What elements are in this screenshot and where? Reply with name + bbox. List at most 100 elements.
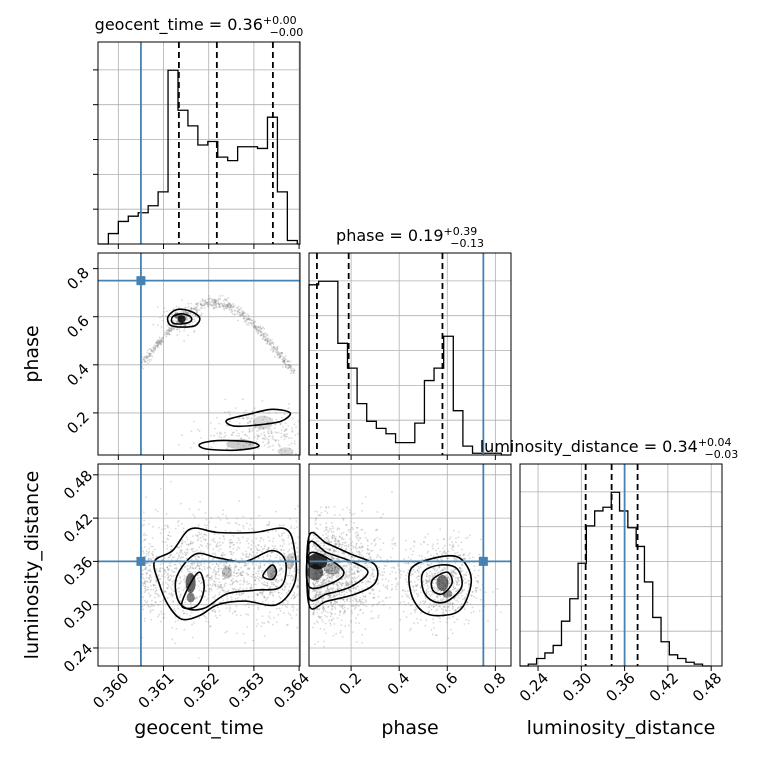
sample-point xyxy=(358,550,360,553)
sample-point xyxy=(232,305,235,308)
sample-point xyxy=(282,602,285,605)
sample-point xyxy=(189,313,192,316)
sample-point xyxy=(275,585,278,588)
sample-point xyxy=(379,574,382,576)
sample-point xyxy=(230,538,232,541)
sample-point xyxy=(257,329,260,332)
sample-point xyxy=(173,327,176,330)
sample-point xyxy=(325,632,327,634)
sample-point xyxy=(328,541,330,543)
sample-point xyxy=(283,438,286,441)
sample-point xyxy=(161,583,164,586)
sample-point xyxy=(214,576,217,578)
sample-point xyxy=(198,556,201,559)
sample-point xyxy=(250,587,253,589)
sample-point xyxy=(143,604,146,606)
sample-point xyxy=(270,575,272,578)
sample-point xyxy=(291,430,294,433)
sample-point xyxy=(362,595,365,598)
sample-point xyxy=(355,526,358,529)
sample-point xyxy=(163,557,166,559)
sample-point xyxy=(178,555,181,558)
sample-point xyxy=(233,587,236,590)
sample-point xyxy=(253,407,256,410)
sample-point xyxy=(372,617,375,620)
sample-point xyxy=(280,449,283,452)
sample-point xyxy=(288,559,290,561)
histogram-phase xyxy=(308,280,511,456)
sample-point xyxy=(187,568,189,570)
sample-point xyxy=(198,308,201,311)
sample-point xyxy=(145,550,148,553)
sample-point xyxy=(292,417,294,420)
sample-point xyxy=(312,602,315,605)
sample-point xyxy=(433,627,435,629)
sample-point xyxy=(214,584,217,587)
sample-point xyxy=(256,434,259,436)
sample-point xyxy=(368,552,371,554)
sample-point xyxy=(279,357,282,359)
sample-point xyxy=(162,319,165,322)
sample-point xyxy=(193,622,195,624)
sample-point xyxy=(413,622,416,625)
sample-point xyxy=(252,541,255,544)
sample-point xyxy=(207,547,209,549)
sample-point xyxy=(224,299,227,301)
sample-point xyxy=(206,574,209,576)
sample-point xyxy=(247,567,250,569)
sample-point xyxy=(264,596,266,599)
sample-point xyxy=(237,568,240,571)
sample-point xyxy=(233,313,236,316)
sample-point xyxy=(141,573,144,576)
sample-point xyxy=(203,562,206,565)
sample-point xyxy=(230,311,233,313)
sample-point xyxy=(279,573,282,576)
sample-point xyxy=(259,591,262,594)
sample-point xyxy=(194,534,197,536)
sample-point xyxy=(229,420,232,423)
sample-point xyxy=(342,607,344,610)
sample-point xyxy=(325,539,328,542)
sample-point xyxy=(250,584,253,586)
sample-point xyxy=(270,575,273,577)
sample-point xyxy=(372,576,374,578)
sample-point xyxy=(254,579,256,582)
sample-point xyxy=(245,550,247,553)
sample-point xyxy=(191,548,193,551)
sample-point xyxy=(325,528,327,531)
sample-point xyxy=(293,570,295,573)
sample-point xyxy=(280,352,283,355)
sample-point xyxy=(437,547,440,550)
sample-point xyxy=(264,434,267,437)
sample-point xyxy=(318,593,321,596)
sample-point xyxy=(197,585,200,588)
sample-point xyxy=(283,435,286,438)
sample-point xyxy=(145,534,148,537)
sample-point xyxy=(166,324,169,327)
sample-point xyxy=(232,551,235,554)
sample-point xyxy=(181,434,183,436)
sample-point xyxy=(267,547,270,549)
sample-point xyxy=(250,548,253,551)
sample-point xyxy=(183,324,186,326)
sample-point xyxy=(286,600,289,603)
sample-point xyxy=(207,303,210,306)
sample-point xyxy=(267,337,270,340)
sample-point xyxy=(147,554,150,556)
sample-point xyxy=(250,603,253,606)
sample-point xyxy=(216,542,219,544)
sample-point xyxy=(256,438,259,440)
sample-point xyxy=(452,545,455,548)
sample-point xyxy=(197,309,199,312)
sample-point xyxy=(436,542,439,545)
sample-point xyxy=(272,343,275,345)
sample-point xyxy=(253,567,256,570)
sample-point xyxy=(362,545,364,548)
sample-point xyxy=(250,547,253,550)
sample-point xyxy=(263,558,265,561)
sample-point xyxy=(189,542,192,545)
sample-point xyxy=(265,584,268,587)
sample-point xyxy=(214,610,217,613)
sample-point xyxy=(269,591,272,594)
sample-point xyxy=(180,549,183,552)
